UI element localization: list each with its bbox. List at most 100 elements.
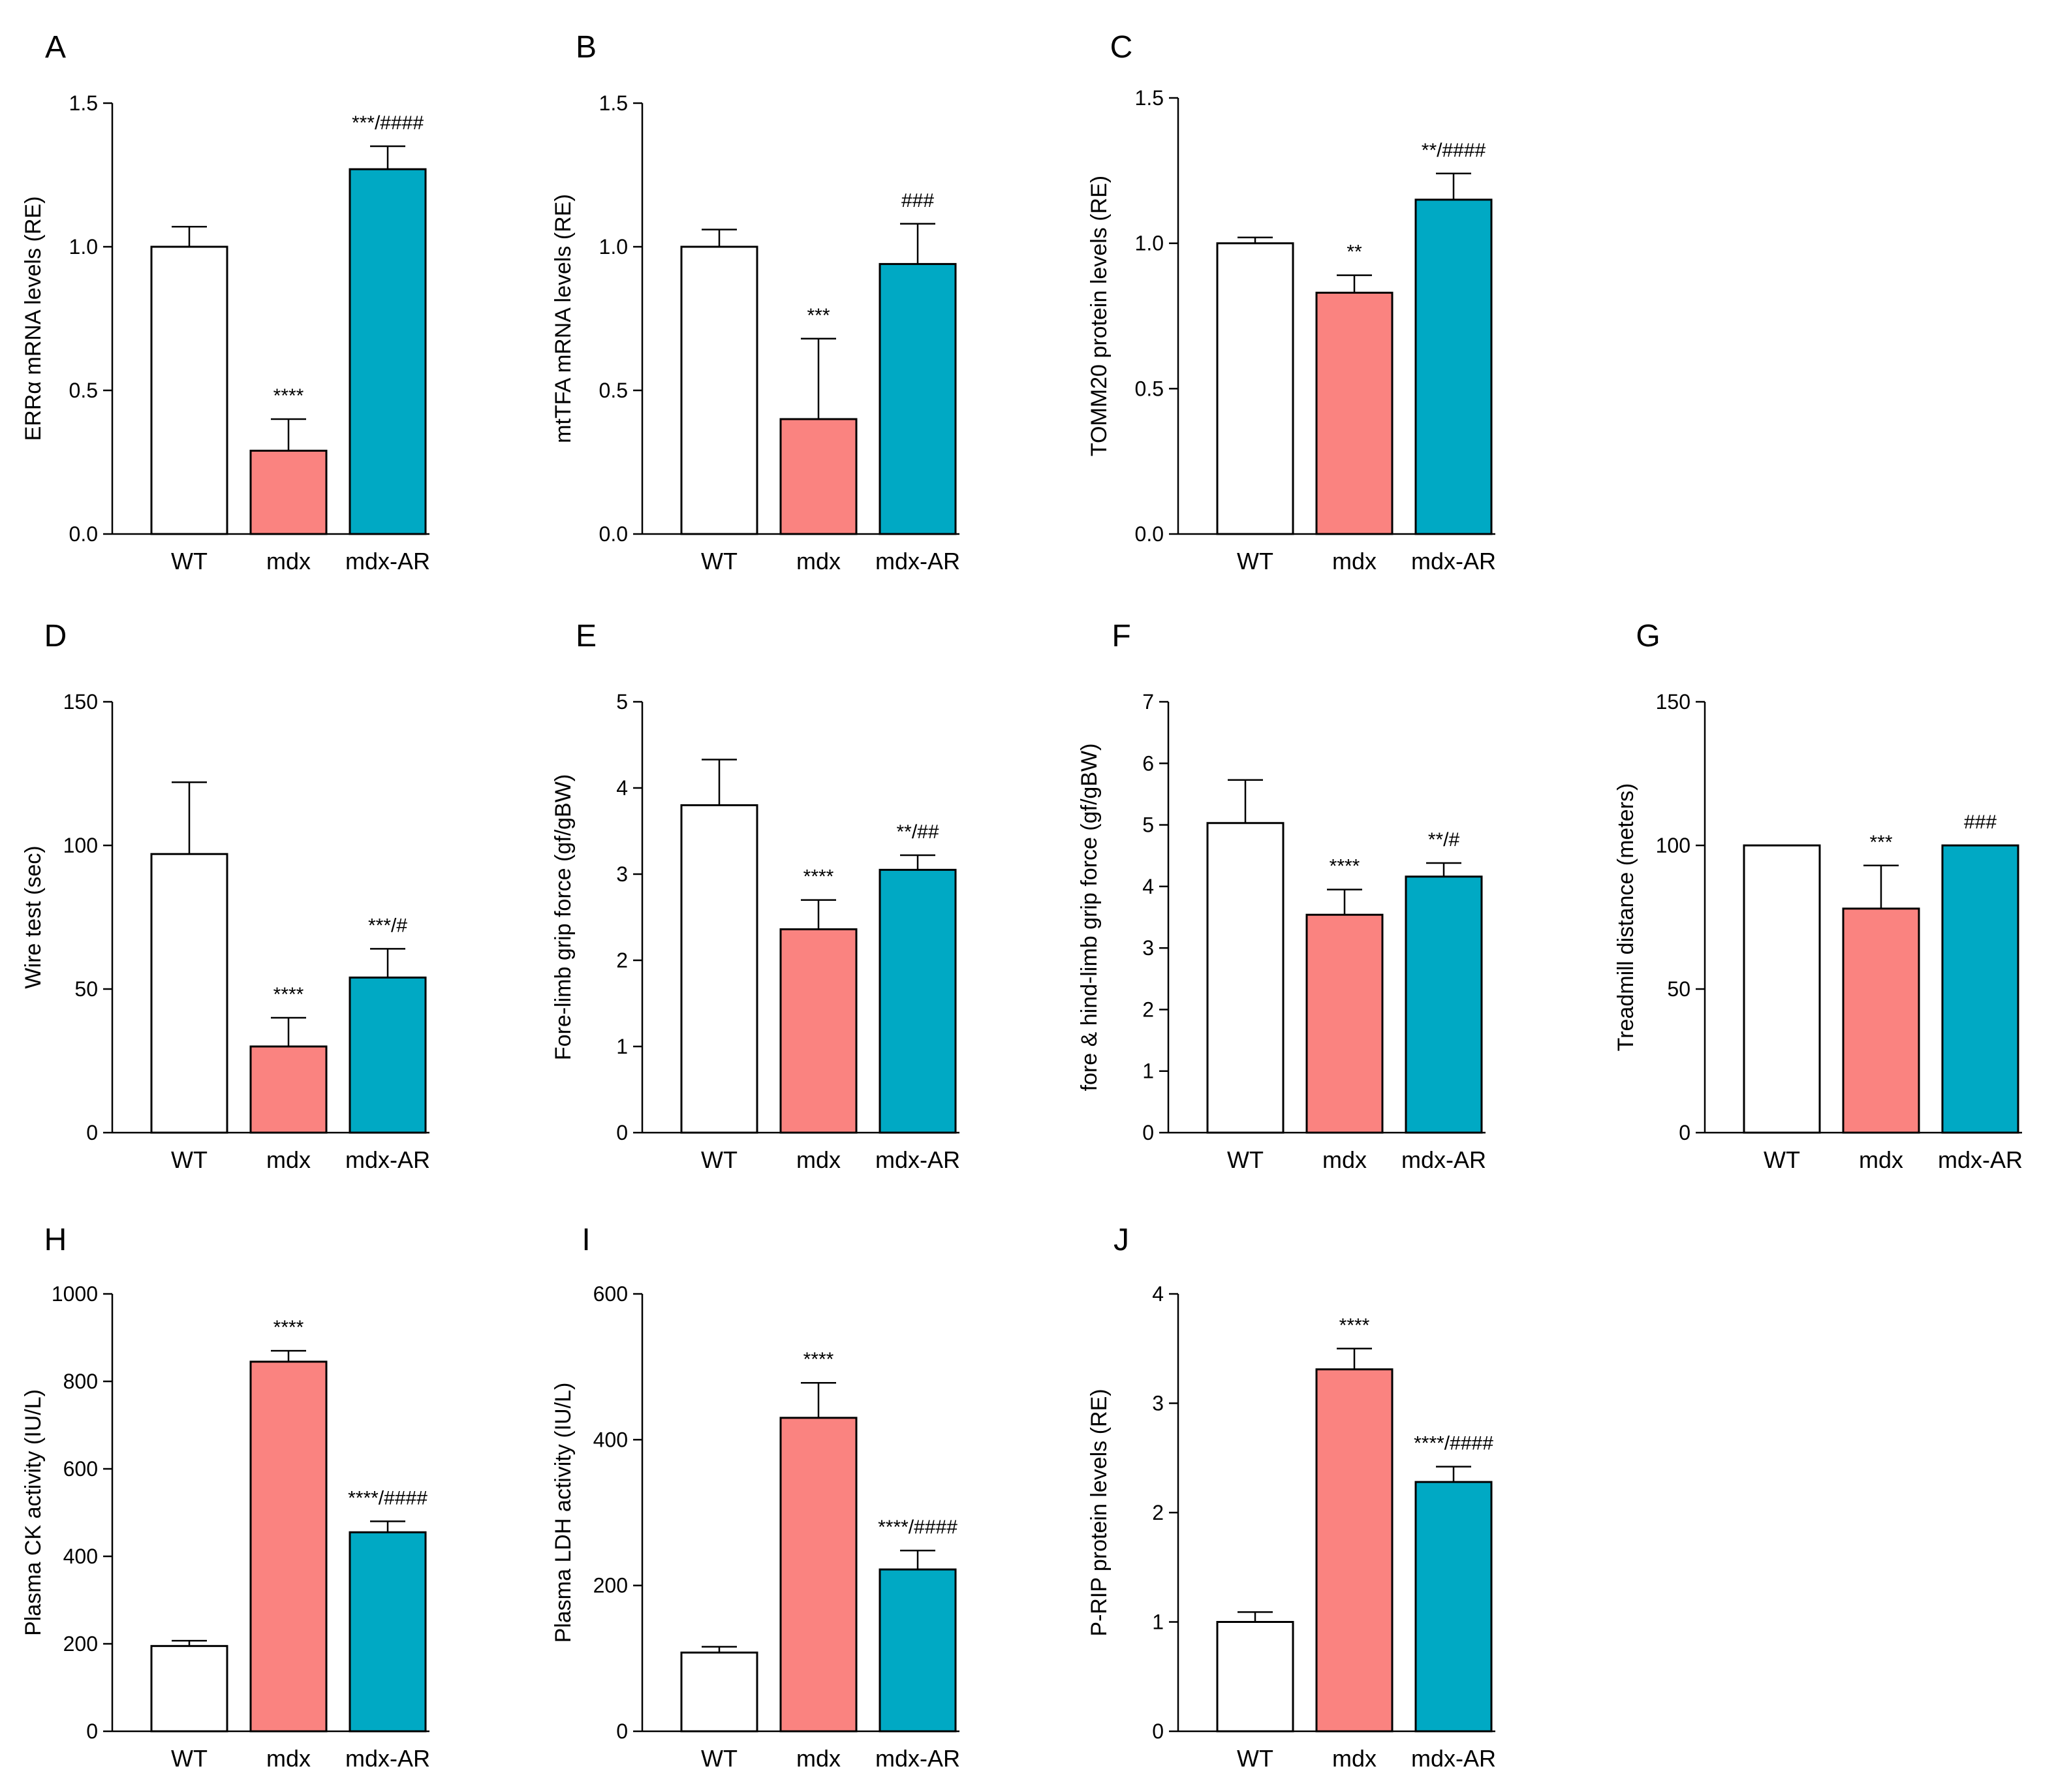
panel-letter: G <box>1636 619 1660 653</box>
bar-wt <box>150 245 228 535</box>
significance-label: ***/#### <box>352 112 424 134</box>
y-tick-label: 150 <box>63 690 98 714</box>
panel-C: C 0.0 0.5 1.0 1.5 TOMM20 protein levels (RE) W… <box>1087 30 1496 574</box>
category-label: WT <box>171 548 208 574</box>
category-label: mdx <box>796 1745 841 1772</box>
bar-wt <box>680 1651 758 1733</box>
category-label: WT <box>1237 548 1273 574</box>
significance-label: ### <box>901 190 934 212</box>
y-axis-label: Treadmill distance (meters) <box>1613 783 1638 1052</box>
bar-wt <box>680 245 758 535</box>
panel-letter: C <box>1110 30 1133 65</box>
bar-wt <box>680 804 758 1134</box>
category-label: mdx <box>1322 1146 1367 1173</box>
y-tick-label: 5 <box>1142 813 1154 837</box>
y-tick-label: 1000 <box>52 1282 98 1306</box>
category-label: WT <box>701 1745 738 1772</box>
y-tick-label: 2 <box>616 949 628 972</box>
y-tick-label: 600 <box>593 1282 628 1306</box>
y-tick-label: 1.5 <box>69 91 98 115</box>
category-label: mdx <box>1332 548 1377 574</box>
y-tick-label: 3 <box>616 862 628 886</box>
y-tick-label: 1.0 <box>69 235 98 259</box>
y-tick-label: 7 <box>1142 690 1154 714</box>
y-tick-label: 3 <box>1142 936 1154 960</box>
bar-mdx-ar <box>349 168 427 535</box>
y-tick-label: 0 <box>616 1720 628 1743</box>
category-label: mdx <box>1859 1146 1903 1173</box>
bar-wt <box>1216 1621 1294 1733</box>
y-axis-label: TOMM20 protein levels (RE) <box>1087 176 1112 456</box>
significance-label: ****/#### <box>1414 1433 1493 1454</box>
category-label: mdx-AR <box>875 1146 960 1173</box>
y-axis-label: Plasma LDH activity (IU/L) <box>551 1383 576 1643</box>
y-tick-label: 0 <box>1679 1121 1690 1144</box>
bar-mdx <box>249 1045 328 1134</box>
y-tick-label: 1 <box>1142 1060 1154 1083</box>
y-tick-label: 0 <box>1142 1121 1154 1144</box>
y-tick-label: 0.0 <box>599 522 628 546</box>
bar-mdx <box>779 418 858 535</box>
y-axis-label: P-RIP protein levels (RE) <box>1087 1389 1112 1636</box>
bar-mdx <box>779 1417 858 1733</box>
y-tick-label: 1.0 <box>1135 232 1164 255</box>
bar-mdx-ar <box>1941 844 2019 1134</box>
y-tick-label: 100 <box>63 834 98 857</box>
category-label: mdx <box>266 1146 311 1173</box>
category-label: WT <box>1764 1146 1800 1173</box>
y-axis-label: fore & hind-limb grip force (gf/gBW) <box>1077 744 1102 1092</box>
y-tick-label: 0.5 <box>599 379 628 402</box>
y-tick-label: 1.0 <box>599 235 628 259</box>
y-tick-label: 600 <box>63 1457 98 1481</box>
y-tick-label: 0.5 <box>69 379 98 402</box>
panel-letter: I <box>582 1223 590 1257</box>
panel-A: A 0.0 0.5 1.0 1.5 ERRα mRNA levels (RE) WT ****… <box>21 30 430 574</box>
category-label: mdx-AR <box>875 1745 960 1772</box>
significance-label: **** <box>273 1317 304 1338</box>
y-tick-label: 2 <box>1142 998 1154 1021</box>
y-tick-label: 3 <box>1152 1392 1164 1415</box>
category-label: mdx-AR <box>1411 548 1496 574</box>
y-tick-label: 5 <box>616 690 628 714</box>
category-label: WT <box>701 1146 738 1173</box>
bar-mdx <box>249 449 328 535</box>
category-label: WT <box>171 1745 208 1772</box>
panel-D: D 0 50 100 150 Wire test (sec) WT **** mdx ***/# m… <box>21 619 430 1173</box>
y-tick-label: 1.5 <box>599 91 628 115</box>
category-label: mdx-AR <box>1411 1745 1496 1772</box>
significance-label: ### <box>1964 811 1997 833</box>
y-tick-label: 50 <box>1667 977 1690 1001</box>
bar-mdx <box>1842 907 1920 1134</box>
category-label: mdx-AR <box>345 1146 430 1173</box>
y-axis-label: mtTFA mRNA levels (RE) <box>551 194 576 443</box>
panel-letter: H <box>44 1223 67 1257</box>
y-tick-label: 150 <box>1656 690 1690 714</box>
bar-mdx <box>249 1360 328 1733</box>
bar-mdx <box>1315 1368 1394 1733</box>
significance-label: **/# <box>1428 829 1460 851</box>
bar-mdx-ar <box>349 1531 427 1733</box>
y-tick-label: 400 <box>593 1428 628 1451</box>
panel-J: J 0 1 2 3 4 P-RIP protein levels (RE) WT **** mdx… <box>1087 1223 1496 1772</box>
panel-letter: E <box>576 619 597 653</box>
y-tick-label: 0 <box>1152 1720 1164 1743</box>
significance-label: ****/#### <box>878 1517 958 1538</box>
y-axis-label: Wire test (sec) <box>21 845 46 988</box>
panel-F: F 0 1 2 3 4 5 6 7 fore & hind-limb grip force (gf… <box>1077 619 1486 1173</box>
significance-label: **** <box>803 1349 834 1370</box>
bar-mdx <box>1305 913 1384 1134</box>
bar-mdx-ar <box>1414 1481 1493 1733</box>
category-label: mdx <box>796 1146 841 1173</box>
y-tick-label: 1 <box>616 1035 628 1058</box>
y-tick-label: 2 <box>1152 1501 1164 1524</box>
significance-label: ** <box>1347 242 1362 263</box>
panel-E: E 0 1 2 3 4 5 Fore-limb grip force (gf/gBW) WT **… <box>551 619 960 1173</box>
y-tick-label: 4 <box>1152 1282 1164 1306</box>
significance-label: **** <box>1330 856 1360 877</box>
y-tick-label: 6 <box>1142 751 1154 775</box>
significance-label: ***/# <box>368 915 407 936</box>
bar-wt <box>1216 242 1294 535</box>
y-tick-label: 0 <box>616 1121 628 1144</box>
y-tick-label: 800 <box>63 1370 98 1393</box>
